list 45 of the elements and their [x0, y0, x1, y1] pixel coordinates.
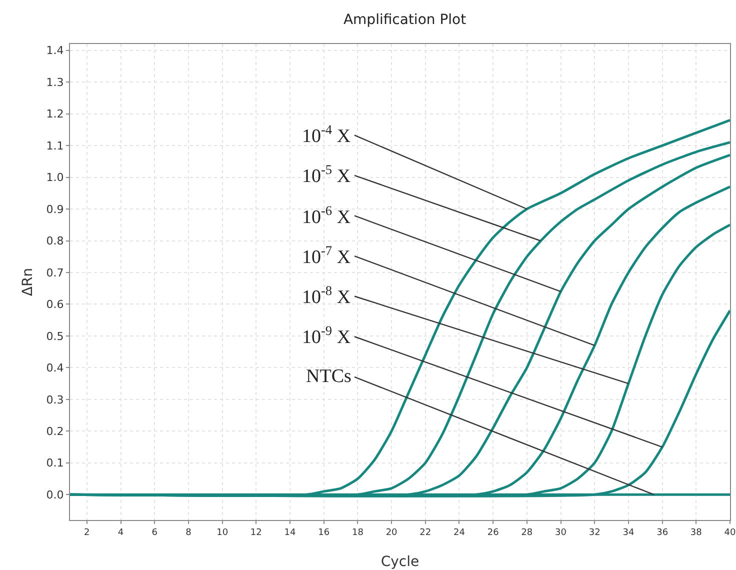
- y-tick-label: 1.3: [46, 76, 64, 89]
- x-tick-label: 22: [420, 528, 432, 538]
- x-tick-label: 28: [521, 528, 533, 538]
- y-tick-label: 0.4: [46, 362, 64, 375]
- y-tick-label: 0.8: [46, 234, 64, 248]
- y-tick-label: 0.3: [46, 393, 64, 406]
- y-tick-label: 1.0: [46, 171, 64, 184]
- annotation: 10$^{-4}$ X: [302, 122, 351, 147]
- x-tick-label: 12: [250, 528, 262, 538]
- y-tick-label: 1.2: [46, 108, 64, 121]
- y-tick-label: 0.5: [46, 330, 64, 343]
- annotation: 10$^{-9}$ X: [302, 323, 351, 348]
- annotation: 10$^{-6}$ X: [302, 203, 351, 228]
- annotation: 10$^{-7}$ X: [302, 243, 351, 268]
- x-tick-label: 38: [690, 528, 702, 538]
- y-tick-label: 0.1: [46, 456, 64, 470]
- x-tick-label: 4: [118, 528, 124, 538]
- annotation: NTCs: [306, 366, 352, 387]
- x-tick-label: 18: [352, 528, 364, 538]
- y-tick-label: 0.0: [46, 488, 64, 502]
- y-tick-label: 1.1: [46, 139, 64, 152]
- x-tick-label: 36: [656, 528, 668, 538]
- x-tick-label: 2: [84, 528, 90, 538]
- x-tick-label: 16: [318, 528, 330, 538]
- x-tick-label: 8: [186, 528, 192, 538]
- x-tick-label: 6: [152, 528, 158, 538]
- y-tick-label: 0.7: [46, 266, 64, 280]
- annotation: 10$^{-8}$ X: [302, 283, 351, 308]
- x-tick-label: 40: [724, 528, 736, 538]
- annotation: 10$^{-5}$ X: [302, 162, 351, 187]
- x-tick-label: 26: [487, 528, 500, 538]
- y-tick-label: 1.4: [46, 44, 64, 58]
- x-tick-label: 24: [454, 528, 466, 538]
- x-tick-label: 30: [555, 528, 567, 538]
- x-tick-label: 32: [588, 528, 600, 538]
- y-axis-title: ΔRn: [20, 268, 36, 296]
- x-tick-label: 10: [216, 528, 228, 538]
- y-tick-label: 0.2: [46, 425, 64, 438]
- y-tick-label: 0.9: [46, 202, 64, 216]
- x-tick-label: 34: [622, 528, 634, 538]
- x-axis-title: Cycle: [380, 554, 420, 570]
- x-tick-label: 14: [284, 528, 296, 538]
- y-tick-label: 0.6: [46, 298, 64, 312]
- chart-title: Amplification Plot: [343, 12, 467, 28]
- x-tick-label: 20: [386, 528, 398, 538]
